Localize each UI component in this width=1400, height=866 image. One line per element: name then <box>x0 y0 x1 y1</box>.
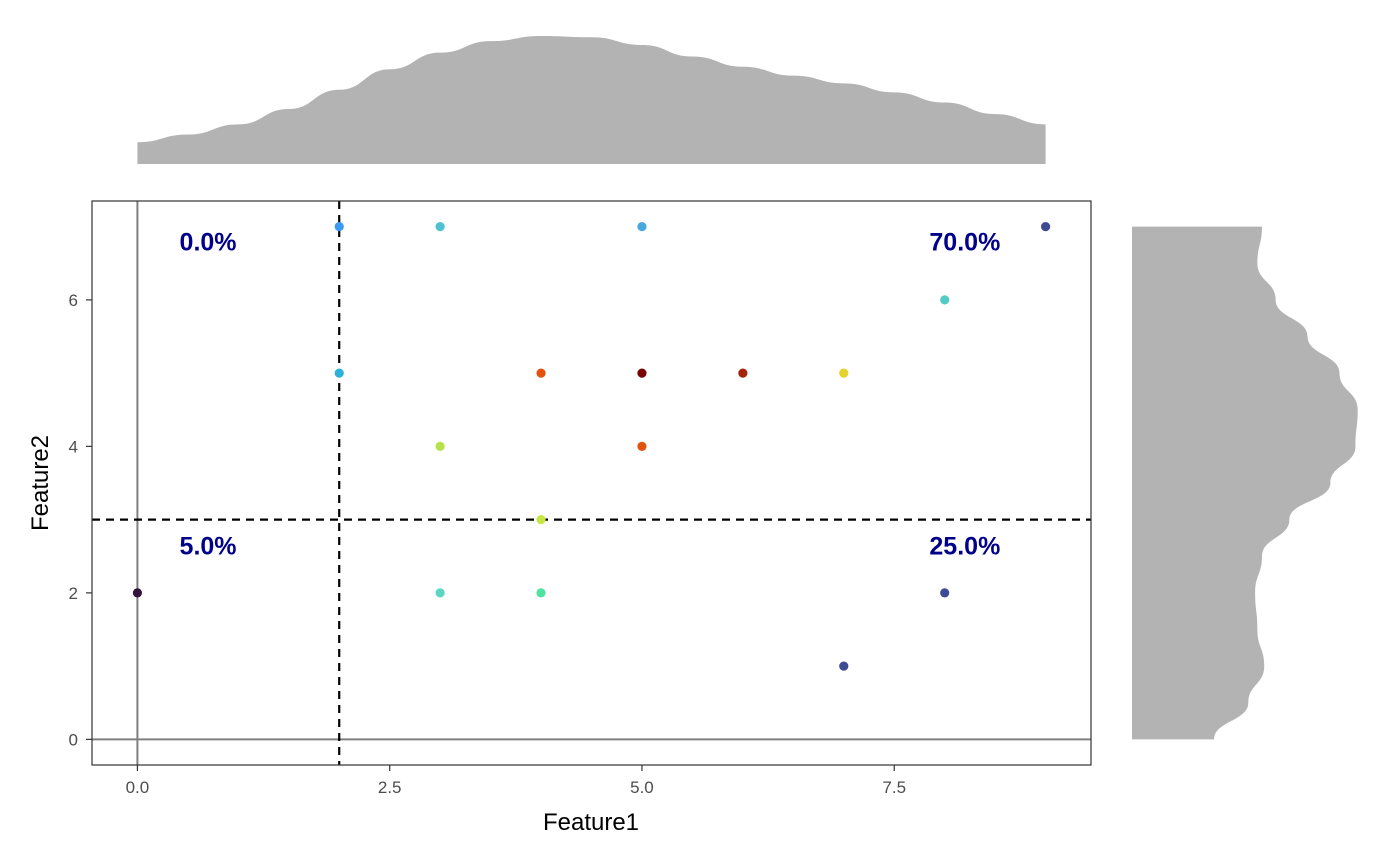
quadrant-label-top-right: 70.0% <box>929 228 1000 256</box>
right-marginal-density <box>1132 226 1358 740</box>
y-tick-label: 2 <box>69 584 78 603</box>
density-area-x <box>137 36 1046 164</box>
data-point <box>435 222 445 232</box>
data-point <box>536 515 546 525</box>
data-points <box>132 222 1051 671</box>
threshold-lines <box>92 201 1091 765</box>
x-tick-label: 0.0 <box>126 778 150 797</box>
data-point <box>940 588 950 598</box>
data-point <box>637 222 647 232</box>
data-point <box>536 368 546 378</box>
quadrant-label-bottom-left: 5.0% <box>180 532 237 560</box>
density-area-y <box>1132 226 1358 740</box>
x-tick-label: 7.5 <box>882 778 906 797</box>
quadrant-label-top-left: 0.0% <box>180 228 237 256</box>
data-point <box>435 588 445 598</box>
x-axis: 0.0 2.5 5.0 7.5 <box>126 765 906 797</box>
data-point <box>435 441 445 451</box>
x-tick-label: 5.0 <box>630 778 654 797</box>
top-marginal-density <box>137 36 1046 164</box>
panel-border <box>91 200 1092 766</box>
plot-panel <box>92 201 1091 765</box>
data-point <box>536 588 546 598</box>
data-point <box>839 661 849 671</box>
data-point <box>637 368 647 378</box>
quadrant-labels: 0.0% 70.0% 5.0% 25.0% <box>180 228 1001 560</box>
data-point <box>334 368 344 378</box>
y-tick-label: 6 <box>69 291 78 310</box>
data-point <box>839 368 849 378</box>
data-point <box>132 588 143 598</box>
data-point <box>738 368 748 378</box>
y-axis: 0 2 4 6 <box>69 291 92 749</box>
x-axis-title: Feature1 <box>543 809 639 836</box>
data-point <box>334 222 344 232</box>
reference-lines <box>92 201 1091 765</box>
y-axis-title: Feature2 <box>27 435 54 531</box>
data-point <box>637 441 647 451</box>
y-tick-label: 0 <box>69 730 78 749</box>
y-tick-label: 4 <box>69 437 78 456</box>
quadrant-label-bottom-right: 25.0% <box>929 532 1000 560</box>
panel-background <box>92 201 1091 765</box>
data-point <box>1040 222 1051 232</box>
x-tick-label: 2.5 <box>378 778 402 797</box>
data-point <box>940 295 950 305</box>
